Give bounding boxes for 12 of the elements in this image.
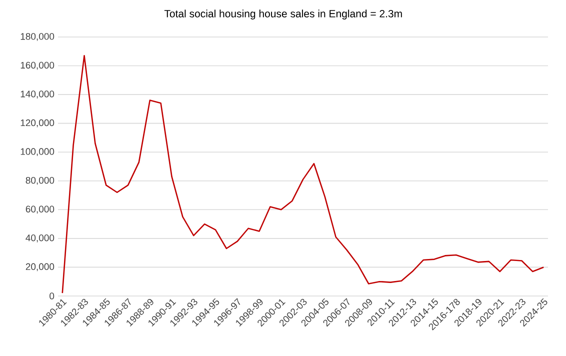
line-series xyxy=(62,55,544,294)
y-tick-label: 40,000 xyxy=(26,234,54,242)
chart-title: Total social housing house sales in England = 2.3m xyxy=(164,10,402,20)
y-tick-label: 100,000 xyxy=(20,148,54,156)
y-tick-label: 0 xyxy=(50,292,54,300)
y-tick-label: 160,000 xyxy=(20,62,54,70)
y-tick-label: 180,000 xyxy=(20,33,54,41)
y-tick-label: 120,000 xyxy=(20,119,54,128)
y-tick-label: 20,000 xyxy=(26,263,54,272)
y-tick-label: 60,000 xyxy=(26,206,54,214)
y-tick-label: 80,000 xyxy=(26,176,54,185)
y-tick-label: 140,000 xyxy=(20,90,54,98)
